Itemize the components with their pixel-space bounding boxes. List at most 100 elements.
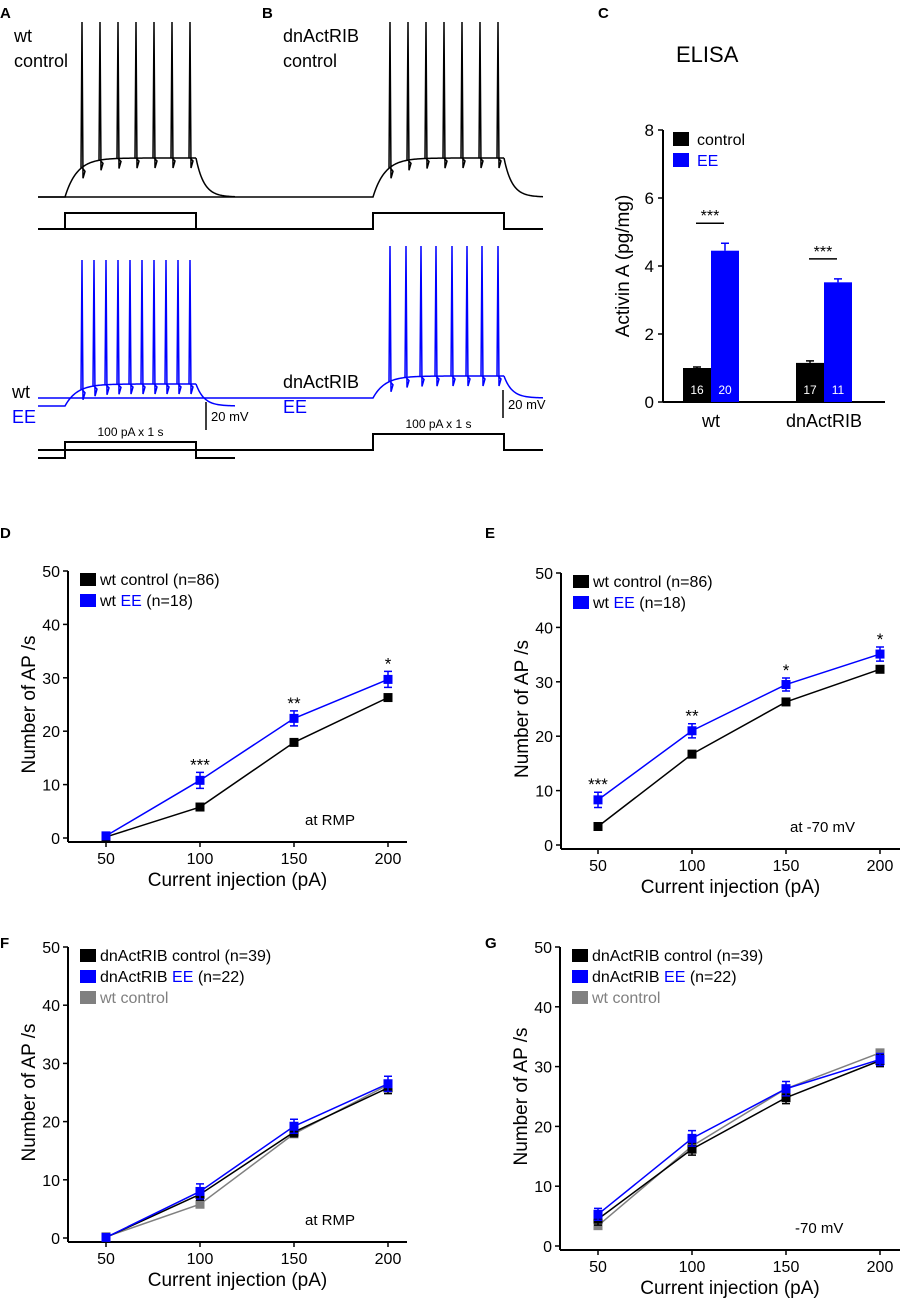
bar-C-control-dnActRIB — [796, 362, 824, 402]
data-point-E — [593, 822, 603, 832]
panel-label-B: B — [262, 5, 273, 22]
legend-text-part: wt control (n=86) — [99, 572, 220, 589]
x-tick-label-G: 200 — [867, 1259, 894, 1276]
legend-swatch-F — [80, 970, 96, 983]
significance-label-C: *** — [814, 244, 833, 261]
y-tick-label-F: 30 — [42, 1056, 60, 1073]
trace-label-B-control-condition: control — [283, 51, 337, 71]
y-axis-label-D: Number of AP /s — [19, 636, 40, 774]
legend-text-part: EE — [664, 969, 685, 986]
trace-label-B-control-genotype: dnActRIB — [283, 26, 359, 46]
data-point-D — [289, 737, 299, 747]
annotation-D: at RMP — [305, 812, 355, 829]
significance-label-C: *** — [701, 208, 720, 225]
panel-label-G: G — [485, 935, 497, 952]
series-line-G-wt control — [597, 1052, 881, 1227]
significance-label-D: * — [385, 654, 392, 673]
x-tick-label-F: 150 — [281, 1251, 308, 1268]
x-axis-label-G: Current injection (pA) — [640, 1278, 820, 1299]
legend-text-part: wt control — [99, 990, 168, 1007]
significance-label-E: ** — [685, 707, 699, 726]
panel-label-E: E — [485, 525, 495, 542]
x-tick-label-F: 100 — [187, 1251, 214, 1268]
y-tick-label-F: 20 — [42, 1115, 60, 1132]
x-tick-label-G: 50 — [589, 1259, 607, 1276]
series-line-D-wt control (n=86) — [105, 696, 389, 838]
y-axis-label-C: Activin A (pg/mg) — [613, 195, 634, 338]
legend-text-part: wt control (n=86) — [592, 574, 713, 591]
significance-label-E: * — [877, 630, 884, 649]
legend-label-G: dnActRIB EE (n=22) — [592, 969, 737, 986]
y-tick-label-D: 30 — [42, 671, 60, 688]
data-point-D — [101, 831, 111, 841]
legend-label-E: wt EE (n=18) — [592, 595, 686, 612]
y-axis-label-G: Number of AP /s — [511, 1028, 532, 1166]
legend-text-part: wt — [592, 595, 613, 612]
data-point-F — [101, 1232, 111, 1242]
y-tick-label-D: 50 — [42, 564, 60, 581]
legend-swatch-C — [673, 153, 689, 167]
data-point-D — [383, 674, 393, 684]
panel-label-D: D — [0, 525, 11, 542]
data-point-E — [781, 697, 791, 707]
series-line-G-dnActRIB control (n=39) — [597, 1059, 881, 1220]
significance-label-E: *** — [588, 775, 608, 794]
n-label-C: 17 — [803, 383, 817, 397]
legend-swatch-D — [80, 573, 96, 586]
legend-label-D: wt control (n=86) — [99, 572, 220, 589]
series-line-F-dnActRIB control (n=39) — [105, 1087, 389, 1239]
legend-label-C: EE — [697, 153, 718, 170]
data-point-E — [687, 749, 697, 759]
data-point-G — [781, 1093, 791, 1103]
data-point-E — [875, 649, 885, 659]
legend-text-part: EE — [120, 593, 141, 610]
legend-swatch-G — [572, 949, 588, 962]
error-bar-C — [721, 242, 729, 251]
x-tick-label-D: 50 — [97, 851, 115, 868]
stimulus-label-B: 100 pA x 1 s — [405, 417, 471, 431]
legend-text-part: dnActRIB — [100, 969, 172, 986]
scale-bar-label-A: 20 mV — [211, 409, 249, 424]
data-point-G — [687, 1144, 697, 1154]
data-point-E — [593, 795, 603, 805]
data-point-F — [195, 1186, 205, 1196]
y-tick-label-C: 8 — [645, 121, 654, 140]
scale-bar-label-B: 20 mV — [508, 397, 546, 412]
trace-label-A-control-condition: control — [14, 51, 68, 71]
y-tick-label-G: 20 — [534, 1119, 552, 1136]
n-label-C: 20 — [718, 383, 732, 397]
y-tick-label-E: 20 — [535, 729, 553, 746]
trace-B-EE — [38, 245, 544, 399]
y-tick-label-F: 0 — [51, 1231, 60, 1248]
y-tick-label-F: 50 — [42, 940, 60, 957]
significance-label-E: * — [783, 661, 790, 680]
legend-text-part: EE — [172, 969, 193, 986]
y-tick-label-E: 40 — [535, 620, 553, 637]
legend-text-part: dnActRIB control (n=39) — [100, 948, 271, 965]
y-tick-label-E: 0 — [544, 838, 553, 855]
legend-text-part: dnActRIB — [592, 969, 664, 986]
data-point-E — [875, 664, 885, 674]
chart-title-C: ELISA — [676, 42, 739, 67]
error-bar-C — [806, 360, 814, 363]
legend-label-F: dnActRIB control (n=39) — [100, 948, 271, 965]
n-label-C: 16 — [690, 383, 704, 397]
data-point-E — [781, 680, 791, 690]
trace-label-A-EE-genotype: wt — [11, 382, 30, 402]
y-tick-label-E: 50 — [535, 566, 553, 583]
data-point-D — [383, 693, 393, 703]
x-axis-label-F: Current injection (pA) — [148, 1270, 328, 1291]
y-tick-label-C: 0 — [645, 393, 654, 412]
trace-label-A-EE-condition: EE — [12, 407, 36, 427]
legend-swatch-G — [572, 991, 588, 1004]
y-axis-label-F: Number of AP /s — [19, 1024, 40, 1162]
y-tick-label-D: 0 — [51, 831, 60, 848]
legend-swatch-F — [80, 949, 96, 962]
y-tick-label-C: 4 — [645, 257, 654, 276]
x-tick-label-E: 100 — [679, 858, 706, 875]
x-tick-label-F: 200 — [375, 1251, 402, 1268]
bar-C-EE-wt — [711, 250, 739, 402]
stimulus-label-A: 100 pA x 1 s — [97, 425, 163, 439]
significance-label-D: *** — [190, 755, 210, 774]
